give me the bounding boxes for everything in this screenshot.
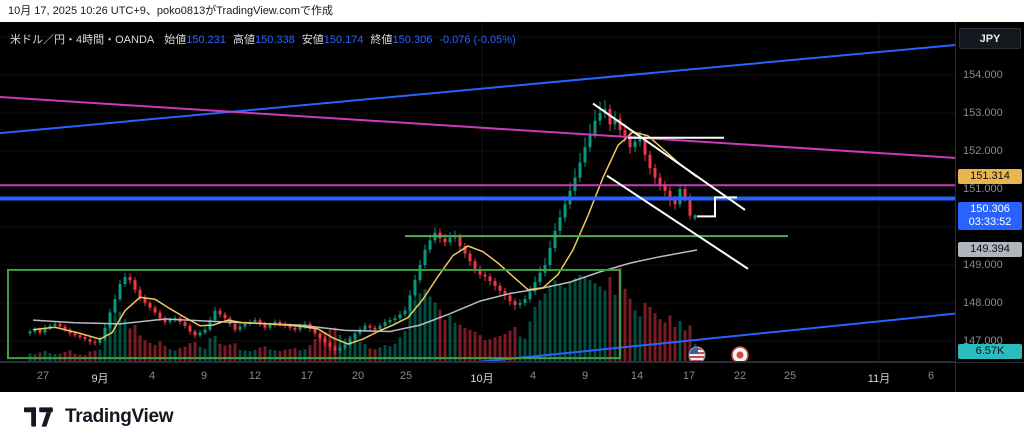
currency-button[interactable]: JPY: [959, 28, 1021, 49]
ohlc-values: 始値150.231 高値150.338 安値150.174 終値150.306: [164, 34, 439, 46]
time-label-day: 25: [399, 370, 413, 382]
time-label-month: 9月: [91, 373, 109, 385]
tradingview-logo-mark: [24, 406, 56, 427]
time-label-day: 4: [529, 370, 537, 382]
time-label-day: 22: [733, 370, 747, 382]
ohlc-label: 高値: [233, 34, 256, 46]
time-label-day: 4: [148, 370, 156, 382]
time-label-day: 20: [351, 370, 365, 382]
ohlc-value: 150.174: [323, 34, 364, 46]
japan-flag-event-icon[interactable]: [731, 346, 749, 362]
chart-canvas[interactable]: [0, 22, 955, 362]
chart-area[interactable]: 米ドル／円・4時間・OANDA 始値150.231 高値150.338 安値150.1…: [0, 22, 1024, 392]
symbol-legend: 米ドル／円・4時間・OANDA 始値150.231 高値150.338 安値150.1…: [10, 31, 516, 47]
drawings-layer[interactable]: [0, 43, 955, 362]
ohlc-value: 150.231: [186, 34, 227, 46]
time-label-day: 17: [300, 370, 314, 382]
time-label-day: 25: [783, 370, 797, 382]
ohlc-label: 安値: [301, 34, 324, 46]
last-price-badge: 150.306 03:33:52: [958, 202, 1022, 231]
symbol-title[interactable]: 米ドル／円・4時間・OANDA: [10, 34, 155, 46]
axis-corner: [955, 362, 1024, 392]
ascending-trendline-lower-blue[interactable]: [468, 312, 955, 362]
falling-channel-upper-white[interactable]: [592, 102, 746, 211]
price-tick: 151.000: [963, 183, 1003, 195]
price-tick: 153.000: [963, 107, 1003, 119]
volume-value-badge: 6.57K: [958, 344, 1022, 359]
ohlc-label: 終値: [370, 34, 393, 46]
time-label-day: 6: [927, 370, 935, 382]
descending-trendline-magenta[interactable]: [0, 96, 955, 159]
time-label-month: 11月: [867, 373, 891, 385]
time-label-day: 12: [248, 370, 262, 382]
price-tick: 148.000: [963, 297, 1003, 309]
time-axis[interactable]: 27 9月 4 9 12 17 20 25 10月 4 9 14 17 22 25 11月 6: [0, 362, 955, 392]
path-projection-white[interactable]: [697, 196, 737, 218]
time-label-day: 27: [36, 370, 50, 382]
ma-slow-value-badge: 149.394: [958, 242, 1022, 258]
falling-channel-lower-white[interactable]: [606, 174, 749, 270]
tradingview-logo[interactable]: TradingView: [24, 405, 174, 428]
ma-slow-line: [32, 249, 698, 333]
price-tick: 152.000: [963, 145, 1003, 157]
price-tick: 149.000: [963, 259, 1003, 271]
accumulation-box-green[interactable]: [7, 268, 621, 360]
tradingview-logo-text: TradingView: [65, 405, 174, 427]
ohlc-label: 始値: [164, 34, 187, 46]
us-flag-event-icon[interactable]: [688, 346, 706, 362]
attribution-bar: 10月 17, 2025 10:26 UTC+9、poko0813がTradin…: [0, 0, 1024, 22]
attribution-text: 10月 17, 2025 10:26 UTC+9、poko0813がTradin…: [8, 5, 333, 17]
event-icons-layer: [688, 346, 749, 362]
grid-layer: [0, 22, 955, 362]
ascending-trendline-upper-blue[interactable]: [0, 43, 955, 135]
ohlc-value: 150.306: [392, 34, 433, 46]
ma-fast-line: [32, 131, 698, 345]
footer: TradingView: [0, 392, 1024, 441]
time-label-day: 14: [630, 370, 644, 382]
price-axis[interactable]: JPY 154.000 153.000 152.000 151.000 149.000 1…: [955, 22, 1024, 362]
price-change: -0.076 (-0.05%): [439, 34, 516, 46]
time-label-day: 17: [682, 370, 696, 382]
ma-fast-value-badge: 151.314: [958, 169, 1022, 185]
ohlc-value: 150.338: [255, 34, 295, 46]
price-tick: 154.000: [963, 69, 1003, 81]
volume-layer: [28, 268, 697, 362]
time-label-month: 10月: [470, 373, 494, 385]
time-label-day: 9: [581, 370, 589, 382]
time-label-day: 9: [200, 370, 208, 382]
